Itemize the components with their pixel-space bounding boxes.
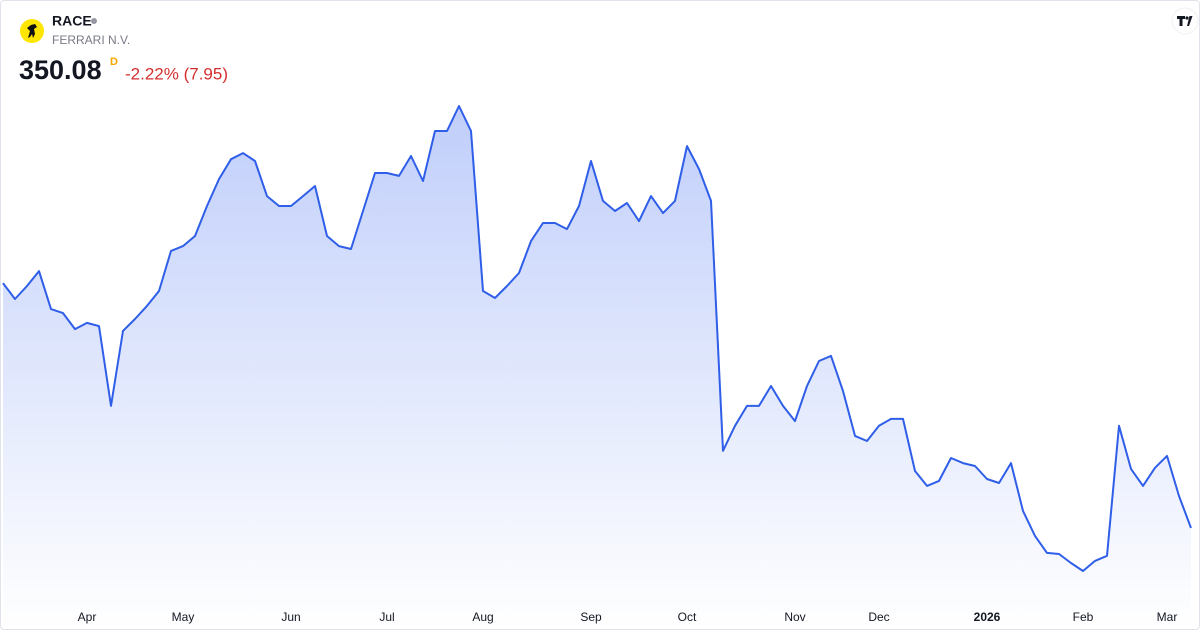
area-fill xyxy=(3,106,1191,629)
x-tick-label: Jun xyxy=(281,610,300,624)
logo xyxy=(20,19,44,43)
x-tick-label: Sep xyxy=(580,610,602,624)
price: 350.08 xyxy=(19,55,102,85)
interval: D xyxy=(110,56,118,68)
x-tick-label: Mar xyxy=(1157,610,1178,624)
x-tick-label: Aug xyxy=(472,610,493,624)
x-tick-label: Feb xyxy=(1073,610,1094,624)
x-tick-label: Jul xyxy=(379,610,394,624)
company-name: FERRARI N.V. xyxy=(52,33,130,47)
x-tick-label: May xyxy=(172,610,195,624)
x-tick-label: Apr xyxy=(78,610,97,624)
symbol: RACE xyxy=(52,13,92,29)
tradingview-logo[interactable] xyxy=(1171,7,1199,35)
change: -2.22% (7.95) xyxy=(125,64,228,83)
x-tick-label: Oct xyxy=(678,610,697,624)
x-tick-label: 2026 xyxy=(974,610,1001,624)
price-line xyxy=(2,105,1192,572)
x-tick-label: Dec xyxy=(868,610,889,624)
x-tick-label: Nov xyxy=(784,610,805,624)
status-dot xyxy=(91,18,97,24)
